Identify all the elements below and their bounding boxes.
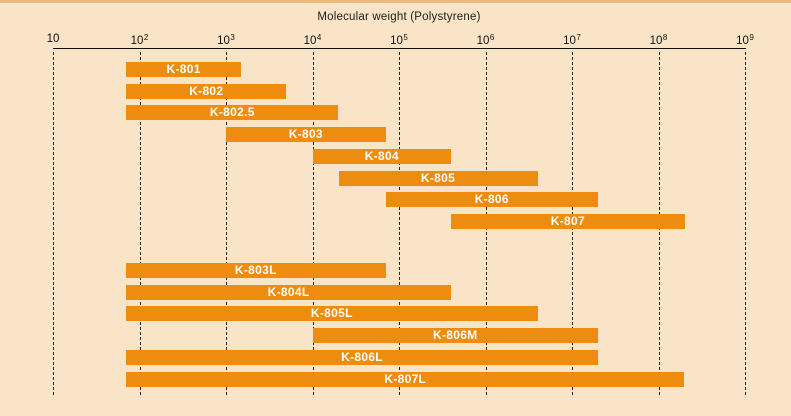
- bar-label: K-804L: [267, 284, 310, 299]
- x-axis-line: [53, 48, 746, 49]
- bar-label: K-805L: [310, 306, 353, 321]
- x-axis-tick-label: 106: [476, 33, 495, 47]
- bar-label: K-807L: [384, 371, 427, 386]
- x-axis-tick-label: 107: [563, 33, 581, 47]
- range-bar-k-805l: K-805L: [126, 306, 538, 322]
- bar-label: K-806: [474, 192, 509, 207]
- bar-label: K-805: [420, 170, 456, 185]
- grid-line: [399, 52, 400, 395]
- grid-line: [745, 52, 746, 395]
- range-bar-k-806l: K-806L: [126, 349, 598, 365]
- top-border-strip: [0, 0, 791, 3]
- bar-label: K-806L: [341, 349, 383, 364]
- grid-line: [53, 52, 54, 395]
- range-bar-k-801: K-801: [126, 62, 242, 77]
- range-bar-k-803: K-803: [226, 127, 386, 143]
- bar-label: K-806M: [433, 328, 478, 343]
- range-bar-k-807l: K-807L: [126, 371, 685, 387]
- bar-label: K-802: [189, 83, 224, 98]
- range-bar-k-805: K-805: [338, 170, 538, 186]
- range-bar-k-807: K-807: [451, 213, 685, 229]
- range-bar-k-804l: K-804L: [126, 284, 452, 300]
- grid-line: [139, 52, 141, 395]
- bar-label: K-807: [550, 213, 585, 228]
- x-axis-tick-label: 103: [217, 33, 235, 47]
- bar-label: K-803: [288, 127, 323, 142]
- range-bar-k-806m: K-806M: [312, 328, 598, 344]
- range-bar-k-803l: K-803L: [126, 263, 386, 278]
- bar-label: K-804: [364, 148, 399, 163]
- x-axis-tick-label: 105: [390, 33, 408, 47]
- grid-line: [226, 52, 227, 395]
- range-bar-k-806: K-806: [385, 192, 598, 208]
- bar-label: K-803L: [234, 263, 277, 277]
- x-axis-tick-label: 109: [736, 33, 754, 47]
- bar-label: K-802.5: [209, 105, 255, 120]
- range-bar-k-802: K-802: [126, 83, 287, 99]
- x-axis-tick-label: 102: [130, 33, 149, 47]
- range-bar-k-804: K-804: [312, 148, 452, 164]
- chart-title: Molecular weight (Polystyrene): [317, 11, 481, 23]
- grid-line: [312, 52, 314, 395]
- x-axis-tick-label: 108: [649, 33, 668, 47]
- bar-label: K-801: [166, 62, 201, 76]
- range-bar-k-802.5: K-802.5: [126, 105, 339, 121]
- x-axis-tick-label: 10: [46, 33, 60, 45]
- x-axis-tick-label: 104: [303, 33, 322, 47]
